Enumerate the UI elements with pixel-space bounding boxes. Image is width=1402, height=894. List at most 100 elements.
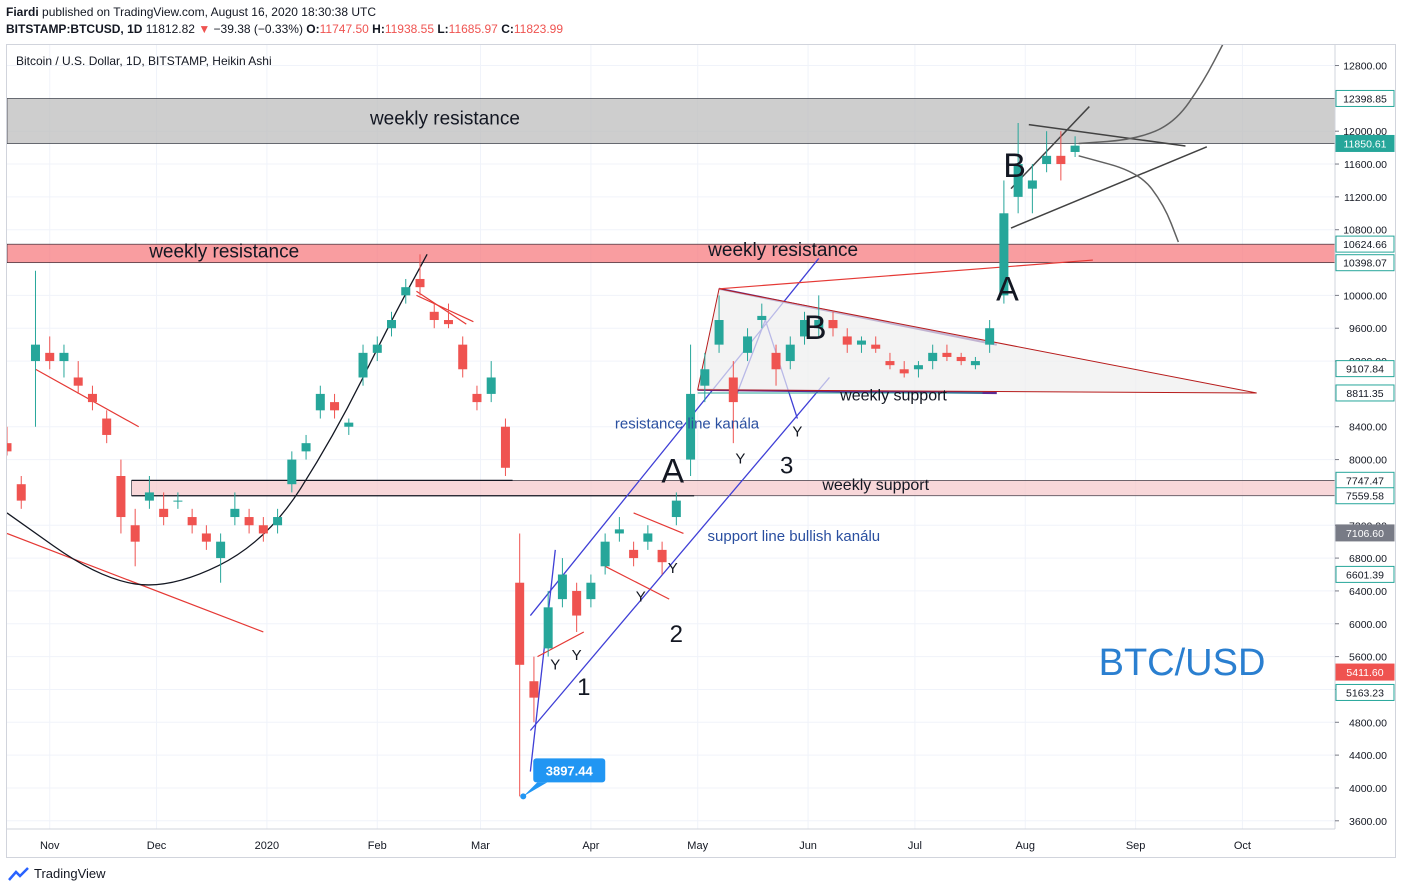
candle-body — [387, 320, 397, 329]
axes: 3600.004000.004400.004800.005200.005600.… — [7, 45, 1395, 852]
candle-body — [7, 443, 12, 452]
candles — [7, 122, 1080, 797]
price-label-text: 12398.85 — [1343, 93, 1387, 105]
x-tick-label: Mar — [471, 840, 490, 852]
annotation-label: 2 — [670, 621, 683, 648]
candle-body — [899, 369, 909, 374]
candle-body — [572, 590, 582, 616]
annotation-label: Y — [636, 589, 646, 606]
price-label-text: 6601.39 — [1346, 569, 1384, 581]
candle-body — [985, 328, 995, 345]
annotation-label: 3 — [780, 453, 793, 480]
y-tick-label: 9600.00 — [1349, 323, 1387, 335]
high-value: 11938.55 — [384, 22, 434, 36]
annotations: weekly resistance weekly resistance weekly… — [148, 109, 1026, 800]
annotation-label: weekly support — [839, 387, 947, 404]
curve-line — [1078, 155, 1180, 243]
x-tick-label: Jun — [799, 840, 817, 852]
grid — [7, 45, 1335, 829]
annotation-label: weekly resistance — [707, 240, 858, 261]
price-label-text: 7106.60 — [1346, 528, 1384, 540]
candle-body — [258, 525, 268, 534]
candle-body — [1070, 145, 1080, 152]
candle-body — [187, 517, 197, 526]
candle-body — [73, 377, 83, 386]
triangle-pattern — [697, 288, 1257, 394]
candle-body — [1027, 180, 1037, 189]
candle-body — [885, 361, 895, 366]
annotation-label: resistance line kanála — [615, 415, 760, 432]
change-value: −39.38 (−0.33%) — [213, 22, 303, 36]
annotation-label: weekly resistance — [148, 242, 299, 263]
candle-body — [999, 213, 1009, 296]
chart-container[interactable]: weekly resistance weekly resistance weekly… — [6, 44, 1396, 858]
candle-body — [600, 541, 610, 567]
candle-body — [159, 508, 169, 518]
y-tick-label: 4000.00 — [1349, 783, 1387, 795]
y-tick-label: 8000.00 — [1349, 455, 1387, 467]
candle-body — [728, 377, 738, 403]
candle-body — [970, 361, 980, 366]
candle-body — [814, 320, 824, 329]
candle-body — [800, 320, 810, 337]
candle-body — [714, 320, 724, 345]
candle-body — [16, 484, 26, 501]
x-tick-label: 2020 — [255, 840, 279, 852]
y-tick-label: 12000.00 — [1343, 126, 1387, 138]
x-tick-label: Aug — [1015, 840, 1035, 852]
candle-body — [230, 508, 240, 518]
candle-body — [671, 500, 681, 518]
y-tick-label: 6800.00 — [1349, 553, 1387, 565]
candle-body — [344, 422, 354, 427]
candle-body — [330, 402, 340, 411]
price-label-text: 5411.60 — [1346, 667, 1383, 679]
x-tick-label: Apr — [582, 840, 599, 852]
candle-body — [216, 541, 226, 559]
low-callout-text: 3897.44 — [546, 763, 594, 778]
y-tick-label: 10800.00 — [1343, 225, 1387, 237]
y-tick-label: 11200.00 — [1344, 192, 1387, 204]
y-tick-label: 11600.00 — [1344, 159, 1387, 171]
candle-body — [358, 352, 368, 378]
candle-body — [1056, 155, 1066, 165]
trend-line — [633, 512, 684, 535]
publish-info: Fiardi published on TradingView.com, Aug… — [6, 5, 376, 19]
candle-body — [45, 352, 55, 362]
high-label: H: — [372, 22, 385, 36]
annotation-label: B — [804, 309, 827, 347]
candle-body — [472, 393, 482, 403]
price-label-text: 8811.35 — [1346, 388, 1383, 400]
price-label-box — [1335, 524, 1395, 542]
candle-body — [928, 352, 938, 362]
candle-body — [500, 426, 510, 468]
trend-line — [1010, 146, 1208, 229]
candle-body — [785, 344, 795, 362]
candle-body — [130, 525, 140, 542]
price-label-text: 7747.47 — [1346, 475, 1384, 487]
annotation-label: support line bullish kanálu — [708, 528, 881, 545]
price-chart[interactable]: weekly resistance weekly resistance weekly… — [7, 45, 1397, 859]
candle-body — [429, 311, 439, 321]
candle-body — [757, 315, 767, 321]
annotation-label: Y — [572, 647, 582, 664]
ohlc-legend: BITSTAMP:BTCUSD, 1D 11812.82 ▼ −39.38 (−… — [6, 22, 563, 36]
x-tick-label: May — [687, 840, 708, 852]
candle-body — [529, 681, 539, 698]
candle-body — [87, 393, 97, 403]
candle-body — [913, 365, 923, 370]
candle-body — [102, 418, 112, 435]
footer-brand: TradingView — [34, 866, 106, 881]
price-label-text: 10624.66 — [1343, 239, 1387, 251]
annotation-label: A — [996, 270, 1019, 308]
candle-body — [273, 517, 283, 526]
drawings — [7, 45, 1257, 772]
candle-body — [415, 278, 425, 288]
candle-body — [543, 607, 553, 649]
trend-line — [416, 294, 474, 323]
trend-line — [1028, 123, 1186, 147]
y-tick-label: 6000.00 — [1349, 619, 1387, 631]
candle-body — [1013, 164, 1023, 197]
annotation-label: weekly resistance — [369, 109, 520, 130]
candle-body — [1042, 155, 1052, 165]
trend-line — [1010, 106, 1090, 190]
